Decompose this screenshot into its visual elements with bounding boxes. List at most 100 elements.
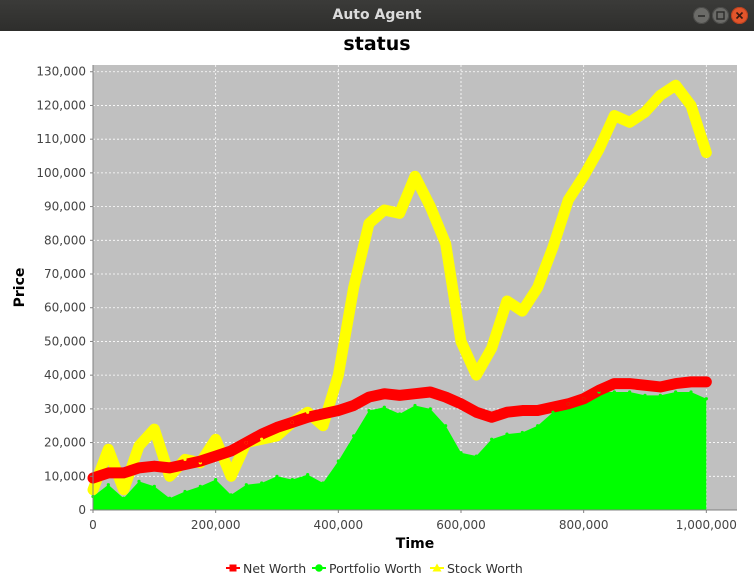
data-point-net-worth <box>106 471 110 475</box>
data-point-portfolio-worth <box>551 410 555 414</box>
maximize-icon <box>716 11 725 20</box>
data-point-net-worth <box>229 449 233 453</box>
legend: Net Worth Portfolio Worth Stock Worth <box>226 561 523 576</box>
data-point-stock-worth <box>382 208 386 212</box>
data-point-portfolio-worth <box>152 484 156 489</box>
data-point-portfolio-worth <box>306 473 310 477</box>
data-point-net-worth <box>183 462 187 467</box>
data-point-portfolio-worth <box>536 424 540 428</box>
data-point-net-worth <box>382 392 386 396</box>
legend-item: Stock Worth <box>430 561 523 576</box>
y-tick-label: 40,000 <box>44 368 86 382</box>
data-point-portfolio-worth <box>352 434 356 438</box>
data-point-portfolio-worth <box>198 484 202 489</box>
data-point-net-worth <box>168 466 172 470</box>
data-point-net-worth <box>459 402 463 406</box>
data-point-portfolio-worth <box>244 483 248 487</box>
data-point-portfolio-worth <box>336 459 340 463</box>
data-point-net-worth <box>628 381 632 386</box>
data-point-portfolio-worth <box>168 496 172 500</box>
data-point-stock-worth <box>214 437 218 441</box>
data-point-portfolio-worth <box>643 393 647 397</box>
data-point-portfolio-worth <box>275 474 279 478</box>
y-tick-label: 90,000 <box>44 200 86 214</box>
data-point-stock-worth <box>612 113 616 118</box>
data-point-net-worth <box>275 425 279 430</box>
data-point-net-worth <box>704 380 708 384</box>
chart-title: status <box>343 33 411 55</box>
data-point-net-worth <box>566 402 570 406</box>
data-point-stock-worth <box>704 151 708 155</box>
data-point-stock-worth <box>413 174 417 178</box>
data-point-net-worth <box>137 466 141 470</box>
data-point-net-worth <box>674 381 678 386</box>
data-point-net-worth <box>260 432 264 436</box>
data-point-net-worth <box>444 395 448 399</box>
data-point-stock-worth <box>689 103 693 108</box>
data-point-stock-worth <box>137 444 141 448</box>
data-point-stock-worth <box>168 474 172 478</box>
data-point-portfolio-worth <box>229 493 233 497</box>
data-point-portfolio-worth <box>490 437 494 441</box>
data-point-portfolio-worth <box>367 408 371 413</box>
x-tick-label: 200,000 <box>191 518 241 532</box>
data-point-portfolio-worth <box>413 403 417 408</box>
data-point-net-worth <box>658 385 662 389</box>
data-point-portfolio-worth <box>628 390 632 394</box>
x-tick-label: 400,000 <box>314 518 364 532</box>
data-point-portfolio-worth <box>505 432 509 436</box>
data-point-stock-worth <box>398 211 402 215</box>
data-point-stock-worth <box>459 339 463 344</box>
data-point-net-worth <box>367 395 371 399</box>
data-point-portfolio-worth <box>290 478 294 482</box>
minimize-icon <box>698 15 705 17</box>
data-point-stock-worth <box>597 147 601 151</box>
y-tick-label: 70,000 <box>44 267 86 281</box>
close-icon <box>735 11 744 20</box>
window-titlebar[interactable]: Auto Agent <box>0 0 754 31</box>
y-tick-label: 130,000 <box>36 65 86 79</box>
data-point-net-worth <box>505 410 509 414</box>
data-point-net-worth <box>413 392 417 396</box>
maximize-button[interactable] <box>712 7 729 24</box>
close-button[interactable] <box>731 7 748 24</box>
x-axis-label: Time <box>396 536 434 552</box>
data-point-net-worth <box>643 383 647 387</box>
data-point-stock-worth <box>183 457 187 462</box>
data-point-portfolio-worth <box>444 424 448 428</box>
data-point-stock-worth <box>352 285 356 290</box>
legend-label: Net Worth <box>243 561 306 576</box>
data-point-net-worth <box>597 388 601 392</box>
data-point-net-worth <box>474 410 478 414</box>
data-point-stock-worth <box>520 309 524 313</box>
data-point-stock-worth <box>275 434 279 438</box>
data-point-portfolio-worth <box>183 489 187 494</box>
data-point-stock-worth <box>643 110 647 114</box>
legend-item: Net Worth <box>226 561 306 576</box>
data-point-net-worth <box>582 397 586 401</box>
data-point-stock-worth <box>106 447 110 451</box>
data-point-portfolio-worth <box>658 393 662 397</box>
data-point-stock-worth <box>367 221 371 226</box>
minimize-button[interactable] <box>693 7 710 24</box>
data-point-stock-worth <box>306 410 310 414</box>
y-axis-label: Price <box>12 268 28 308</box>
data-point-net-worth <box>321 412 325 416</box>
data-point-stock-worth <box>260 437 264 441</box>
y-tick-label: 120,000 <box>36 98 86 112</box>
circle-marker-icon <box>315 564 323 572</box>
x-tick-label: 0 <box>89 518 97 532</box>
data-point-portfolio-worth <box>428 407 432 411</box>
square-marker-icon <box>229 564 237 572</box>
data-point-stock-worth <box>428 204 432 209</box>
y-tick-label: 0 <box>78 503 86 517</box>
data-point-stock-worth <box>658 93 662 97</box>
y-tick-label: 110,000 <box>36 132 86 146</box>
y-tick-label: 100,000 <box>36 166 86 180</box>
data-point-stock-worth <box>551 245 555 249</box>
data-point-net-worth <box>428 390 432 394</box>
data-point-portfolio-worth <box>122 496 126 500</box>
data-point-net-worth <box>198 459 202 463</box>
data-point-portfolio-worth <box>704 397 708 401</box>
